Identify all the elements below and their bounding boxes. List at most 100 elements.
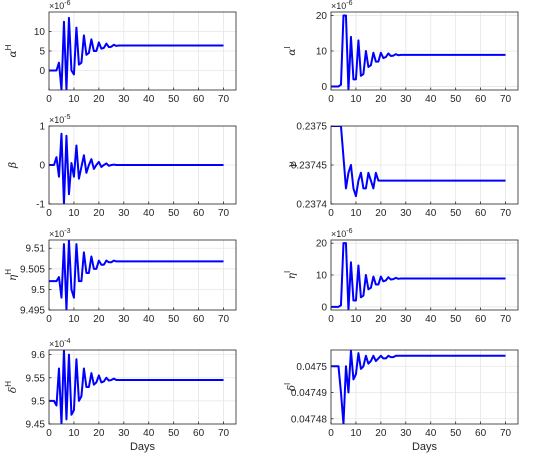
x-tick-label: 0 <box>46 208 52 219</box>
y-exponent-label: ×10-4 <box>49 338 71 349</box>
x-tick-label: 50 <box>168 428 180 439</box>
x-tick-label: 20 <box>375 208 387 219</box>
x-tick-label: 30 <box>118 208 130 219</box>
y-tick-label: 9.45 <box>26 420 46 431</box>
x-tick-label: 40 <box>425 314 437 325</box>
y-axis-label: αH <box>4 44 19 57</box>
x-tick-label: 30 <box>400 314 412 325</box>
axes-box <box>48 239 237 311</box>
x-tick-label: 60 <box>193 428 205 439</box>
y-tick-label: 1 <box>39 122 45 133</box>
y-tick-label: 9.51 <box>26 244 46 255</box>
x-tick-label: 60 <box>193 314 205 325</box>
x-tick-label: 10 <box>350 314 362 325</box>
x-tick-label: 40 <box>425 208 437 219</box>
x-tick-label: 10 <box>350 428 362 439</box>
x-axis-label: Days <box>412 441 438 453</box>
y-axis-superscript: I <box>283 383 292 385</box>
y-axis-label: δI <box>283 383 298 392</box>
y-tick-label: 9.505 <box>20 264 45 275</box>
x-tick-label: 50 <box>450 314 462 325</box>
x-tick-label: 40 <box>143 208 155 219</box>
subplot-1: 0 10 20 30 40 50 60 70 0 5 10 ×10-6 αH <box>4 0 237 105</box>
x-tick-label: 70 <box>218 428 230 439</box>
x-tick-label: 20 <box>93 314 105 325</box>
y-axis-label: ηI <box>283 271 298 280</box>
x-tick-label: 10 <box>68 314 80 325</box>
x-tick-label: 30 <box>400 94 412 105</box>
axes-box <box>330 349 519 425</box>
y-tick-label: 5 <box>39 47 45 58</box>
x-tick-label: 60 <box>193 208 205 219</box>
y-exponent-label: ×10-6 <box>49 0 71 11</box>
y-axis-superscript: I <box>283 271 292 273</box>
x-tick-label: 40 <box>143 428 155 439</box>
x-tick-label: 70 <box>500 94 512 105</box>
y-tick-label: 0 <box>321 302 327 313</box>
series-line <box>49 240 224 310</box>
x-axis-label: Days <box>130 441 156 453</box>
x-tick-label: 30 <box>118 428 130 439</box>
y-exponent-label: ×10-6 <box>331 0 353 11</box>
y-tick-label: 0.23745 <box>291 161 328 172</box>
x-tick-label: 30 <box>400 428 412 439</box>
x-tick-label: 50 <box>168 94 180 105</box>
x-tick-label: 70 <box>218 314 230 325</box>
series-line <box>49 16 224 90</box>
subplot-5: 0 10 20 30 40 50 60 70 9.495 9.5 9.505 9.51×10-3 ηH <box>4 228 237 325</box>
x-tick-label: 10 <box>350 208 362 219</box>
x-tick-label: 10 <box>68 94 80 105</box>
y-axis-label: δH <box>4 381 19 393</box>
x-tick-label: 0 <box>328 314 334 325</box>
x-tick-label: 40 <box>425 428 437 439</box>
y-exponent-label: ×10-6 <box>331 228 353 239</box>
x-tick-label: 0 <box>328 94 334 105</box>
y-tick-label: 10 <box>34 27 46 38</box>
y-axis-symbol: δ <box>286 385 298 391</box>
y-axis-label: γ <box>286 161 298 168</box>
y-axis-superscript: H <box>4 381 13 387</box>
exponent-power: -6 <box>64 0 70 7</box>
subplot-7: 0 10 20 30 40 50 60 70 9.45 9.5 9.55 9.6 ×10-4 δH Days <box>4 338 237 453</box>
y-tick-label: 9.495 <box>20 306 45 317</box>
exponent-base: ×10 <box>331 1 346 11</box>
x-tick-label: 10 <box>350 94 362 105</box>
exponent-power: -4 <box>64 338 70 345</box>
x-tick-label: 0 <box>46 428 52 439</box>
x-tick-label: 20 <box>93 428 105 439</box>
exponent-power: -3 <box>64 228 70 235</box>
y-tick-label: 9.6 <box>31 350 45 361</box>
exponent-power: -6 <box>346 0 352 7</box>
y-axis-symbol: η <box>7 274 19 281</box>
y-tick-label: 0 <box>321 82 327 93</box>
x-tick-label: 40 <box>425 94 437 105</box>
series-line <box>49 132 224 204</box>
x-tick-label: 60 <box>475 428 487 439</box>
x-tick-label: 70 <box>218 94 230 105</box>
x-tick-label: 40 <box>143 94 155 105</box>
x-tick-label: 0 <box>328 208 334 219</box>
x-tick-label: 50 <box>168 208 180 219</box>
series-line <box>331 14 506 90</box>
x-tick-label: 50 <box>168 314 180 325</box>
x-tick-label: 60 <box>475 94 487 105</box>
y-axis-superscript: I <box>283 46 292 48</box>
x-tick-label: 30 <box>118 314 130 325</box>
x-tick-label: 0 <box>46 94 52 105</box>
exponent-base: ×10 <box>331 229 346 239</box>
y-tick-label: 0.0475 <box>296 362 327 373</box>
y-axis-label: ηH <box>4 269 19 281</box>
y-axis-superscript: H <box>4 269 13 275</box>
y-tick-label: 10 <box>316 47 328 58</box>
x-tick-label: 60 <box>475 314 487 325</box>
y-tick-label: 20 <box>316 11 328 22</box>
y-tick-label: 10 <box>316 271 328 282</box>
exponent-base: ×10 <box>49 115 64 125</box>
x-tick-label: 30 <box>400 208 412 219</box>
x-tick-label: 70 <box>500 208 512 219</box>
series-line <box>49 350 224 424</box>
x-tick-label: 50 <box>450 428 462 439</box>
